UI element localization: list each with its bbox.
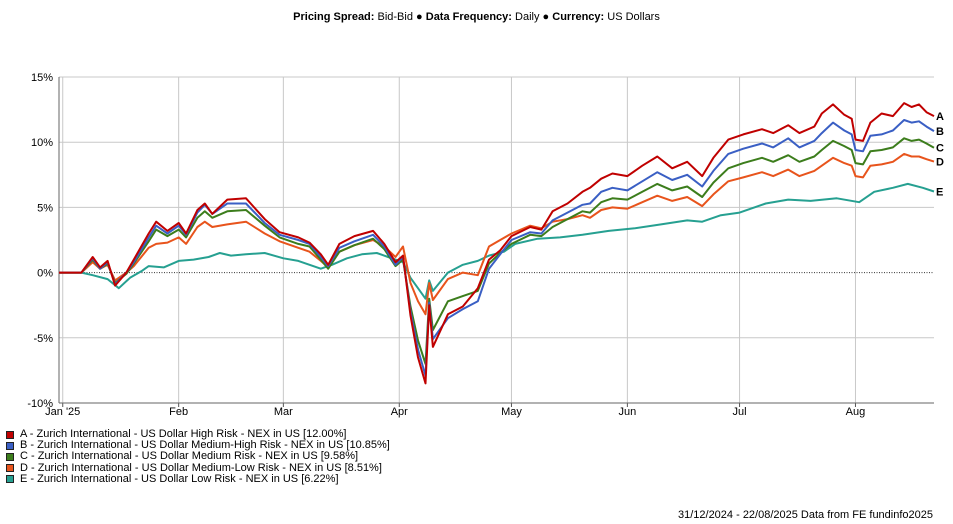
spread-label: Pricing Spread:: [293, 11, 375, 23]
currency-label: Currency:: [552, 11, 605, 23]
chart-legend: A - Zurich International - US Dollar Hig…: [6, 428, 390, 485]
x-tick-label: May: [501, 406, 522, 418]
x-tick-label: Jan '25: [45, 406, 80, 418]
legend-label: A - Zurich International - US Dollar Hig…: [20, 428, 347, 440]
series-line-c: [59, 137, 935, 365]
series-line-a: [59, 102, 935, 385]
y-tick-label: 15%: [31, 72, 53, 84]
legend-item: E - Zurich International - US Dollar Low…: [6, 472, 390, 485]
x-tick-label: Apr: [391, 406, 408, 418]
legend-swatch: [6, 475, 14, 484]
series-end-label: C: [936, 143, 944, 155]
x-tick-label: Jul: [733, 406, 747, 418]
series-line-b: [59, 119, 935, 377]
frequency-value: Daily: [515, 11, 540, 23]
series-end-label: A: [936, 111, 944, 123]
legend-swatch: [6, 464, 14, 473]
spread-value: Bid-Bid: [377, 11, 413, 23]
x-tick-label: Feb: [169, 406, 188, 418]
separator-dot: ●: [416, 11, 423, 23]
x-tick-label: Jun: [619, 406, 637, 418]
legend-item: D - Zurich International - US Dollar Med…: [6, 461, 390, 474]
legend-item: C - Zurich International - US Dollar Med…: [6, 451, 390, 462]
y-tick-label: 0%: [37, 268, 53, 280]
series-line-e: [59, 182, 935, 300]
legend-item: B - Zurich International - US Dollar Med…: [6, 439, 390, 452]
legend-label: E - Zurich International - US Dollar Low…: [20, 472, 339, 485]
legend-swatch: [6, 430, 14, 439]
legend-swatch: [6, 452, 14, 461]
series-end-label: D: [936, 157, 944, 169]
chart-header: Pricing Spread: Bid-Bid ● Data Frequency…: [0, 11, 953, 23]
legend-label: C - Zurich International - US Dollar Med…: [20, 450, 359, 463]
currency-value: US Dollars: [607, 11, 660, 23]
series-end-label: E: [936, 186, 943, 198]
legend-label: D - Zurich International - US Dollar Med…: [20, 461, 382, 474]
frequency-label: Data Frequency:: [425, 11, 512, 23]
y-tick-label: -10%: [27, 398, 53, 410]
date-range-footer: 31/12/2024 - 22/08/2025 Data from FE fun…: [677, 509, 933, 521]
y-tick-label: 10%: [31, 137, 53, 149]
legend-item: A - Zurich International - US Dollar Hig…: [6, 428, 390, 440]
y-tick-label: -5%: [33, 333, 53, 345]
x-tick-label: Aug: [846, 406, 866, 418]
legend-swatch: [6, 441, 14, 450]
legend-label: B - Zurich International - US Dollar Med…: [20, 439, 390, 452]
series-end-label: B: [936, 126, 944, 138]
x-tick-label: Mar: [274, 406, 293, 418]
y-tick-label: 5%: [37, 202, 53, 214]
separator-dot: ●: [542, 11, 550, 23]
series-line-d: [59, 152, 935, 316]
